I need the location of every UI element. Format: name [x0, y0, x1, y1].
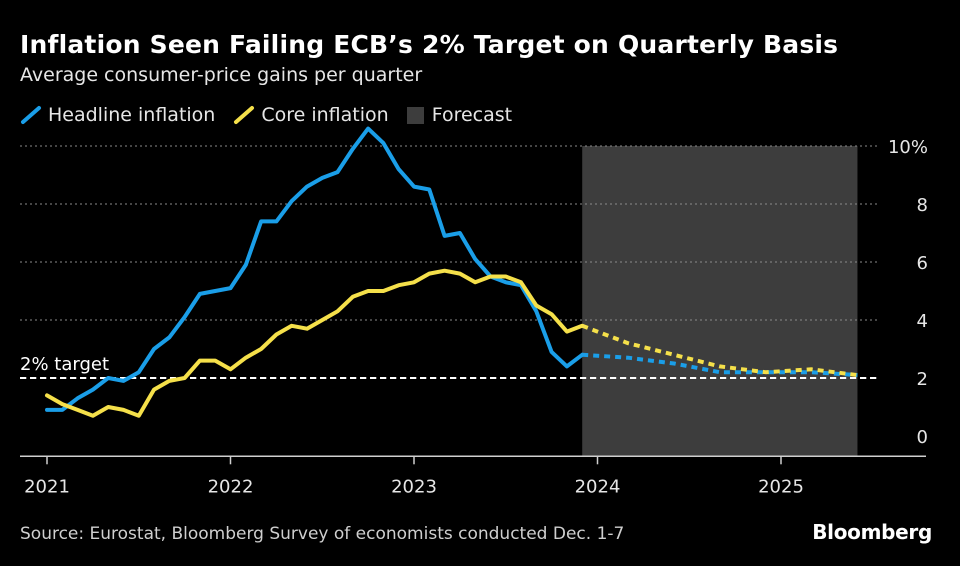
bloomberg-logo: Bloomberg [812, 520, 932, 544]
core-forecast-line [581, 323, 858, 378]
source-note: Source: Eurostat, Bloomberg Survey of ec… [20, 524, 625, 544]
chart-title: Inflation Seen Failing ECB’s 2% Target o… [20, 30, 839, 59]
x-tick-label: 2024 [575, 476, 621, 497]
forecast-region [582, 146, 858, 457]
x-tick-label: 2022 [208, 476, 254, 497]
legend-item-forecast: Forecast [406, 104, 513, 126]
legend-label-forecast: Forecast [431, 104, 513, 126]
y-tick-label: 8 [917, 195, 928, 216]
headline-line-icon [21, 106, 41, 124]
forecast-box-icon [406, 106, 424, 124]
headline-actual-line [45, 126, 585, 412]
legend-label-headline: Headline inflation [48, 104, 216, 126]
y-tick-label: 2 [917, 369, 928, 390]
y-tick-label: 0 [917, 427, 928, 448]
core-line-icon [234, 106, 255, 124]
core-actual-line [45, 268, 585, 418]
x-tick-label: 2021 [24, 476, 70, 497]
legend: Headline inflation Core inflation Foreca… [20, 104, 530, 126]
legend-item-core: Core inflation [233, 104, 389, 126]
y-tick-label: 6 [917, 253, 928, 274]
x-tick-label: 2025 [758, 476, 804, 497]
legend-label-core: Core inflation [261, 104, 389, 126]
x-tick-label: 2023 [391, 476, 437, 497]
chart-subtitle: Average consumer-price gains per quarter [20, 64, 423, 86]
legend-item-headline: Headline inflation [20, 104, 215, 126]
y-tick-label: 10% [888, 137, 928, 158]
y-tick-label: 4 [917, 311, 928, 332]
headline-forecast-line [582, 352, 858, 378]
target-label: 2% target [20, 354, 109, 375]
